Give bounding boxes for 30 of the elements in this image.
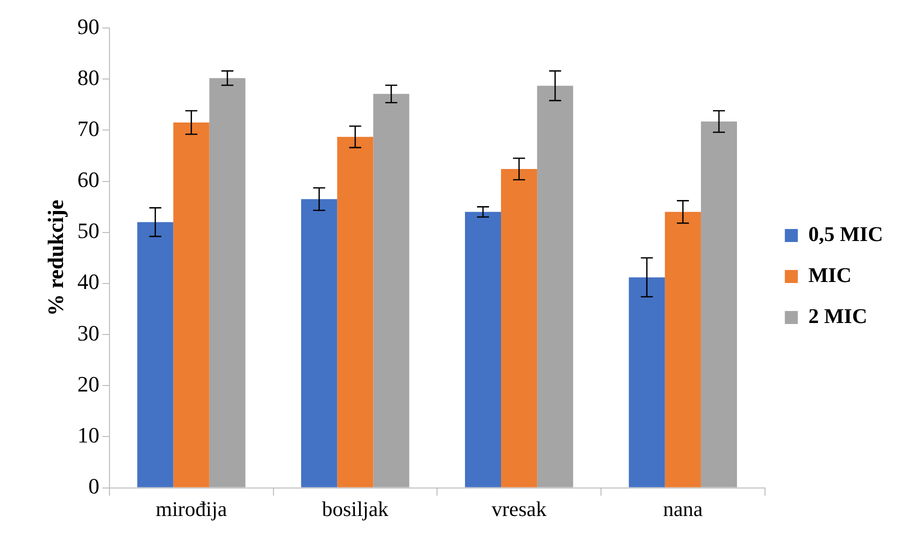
bar — [173, 122, 210, 488]
y-axis-title: % redukcije — [42, 200, 68, 316]
y-tick-label: 70 — [77, 116, 100, 141]
bar — [464, 212, 502, 488]
x-tick-label: nana — [663, 496, 704, 521]
bar — [700, 121, 737, 488]
bar — [301, 199, 338, 488]
bar — [537, 86, 574, 488]
bar — [209, 78, 246, 488]
legend-label: 2 MIC — [808, 304, 868, 328]
x-tick-label: mirođija — [156, 496, 228, 521]
bar — [373, 94, 410, 488]
bar — [337, 136, 374, 488]
y-tick-label: 30 — [77, 320, 100, 346]
bar — [628, 277, 665, 488]
legend-label: 0,5 MIC — [808, 222, 884, 246]
y-tick-label: 60 — [77, 167, 100, 192]
y-tick-label: 10 — [77, 422, 100, 448]
x-tick-label: vresak — [492, 496, 547, 521]
y-tick-label: 80 — [77, 64, 100, 90]
bar — [501, 169, 538, 488]
x-tick-label: bosiljak — [322, 496, 389, 521]
bar — [664, 212, 701, 488]
bar — [137, 222, 174, 488]
legend-label: MIC — [808, 262, 852, 287]
y-tick-label: 40 — [77, 269, 100, 294]
y-tick-label: 0 — [88, 474, 100, 499]
y-tick-label: 90 — [77, 14, 100, 39]
y-tick-label: 20 — [77, 371, 100, 396]
y-tick-label: 50 — [77, 218, 100, 244]
